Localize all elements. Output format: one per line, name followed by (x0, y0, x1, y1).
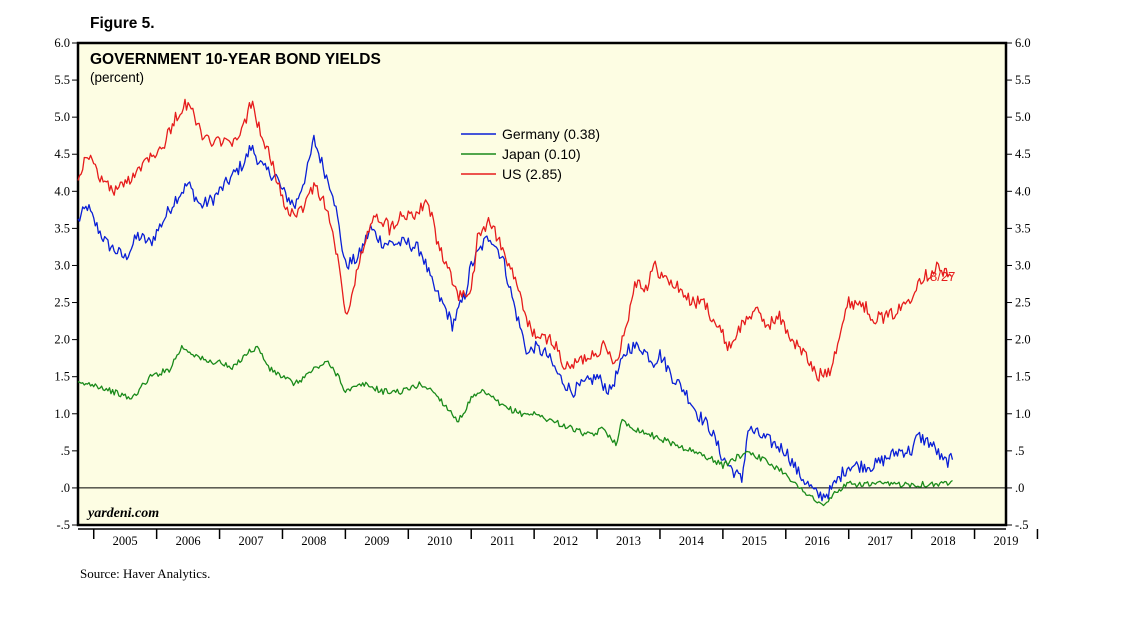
y-tick-label-left: 3.0 (54, 258, 70, 272)
figure-label: Figure 5. (90, 15, 155, 32)
legend-label-us: US (2.85) (502, 166, 562, 182)
watermark: yardeni.com (86, 506, 159, 521)
chart-title: GOVERNMENT 10-YEAR BOND YIELDS (90, 51, 381, 68)
y-tick-label-left: 5.0 (54, 110, 70, 124)
x-tick-label: 2014 (679, 534, 705, 548)
source-note: Source: Haver Analytics. (80, 566, 210, 581)
y-tick-label-right: 3.5 (1015, 221, 1031, 235)
x-axis: 2005 2006 2007 2008 2009 2010 2011 2012 2013 2014… (78, 528, 1039, 548)
y-tick-label-left: -.5 (56, 518, 70, 532)
y-tick-label-left: 2.5 (54, 296, 70, 310)
y-tick-label-right: .5 (1015, 444, 1024, 458)
y-tick-label-left: 5.5 (54, 73, 70, 87)
y-tick-label-right: 5.0 (1015, 110, 1031, 124)
y-tick-label-left: .5 (61, 444, 70, 458)
x-tick-label: 2009 (364, 534, 389, 548)
y-tick-label-right: .0 (1015, 481, 1024, 495)
y-tick-label-right: 1.5 (1015, 370, 1031, 384)
y-tick-label-left: 2.0 (54, 333, 70, 347)
x-tick-label: 2017 (868, 534, 893, 548)
x-tick-label: 2010 (427, 534, 452, 548)
end-date-label: 8/27 (930, 269, 955, 284)
legend-label-germany: Germany (0.38) (502, 126, 600, 142)
series-lines (77, 98, 954, 507)
y-axis-left: 6.0 5.5 5.0 4.5 4.0 3.5 3.0 2.5 2.0 1.5 1.0 .5 .0 -.5 (54, 36, 78, 532)
chart-subtitle: (percent) (90, 70, 144, 85)
y-tick-label-left: 1.0 (54, 407, 70, 421)
y-tick-label-right: 1.0 (1015, 407, 1031, 421)
x-tick-label: 2013 (616, 534, 641, 548)
y-tick-label-left: .0 (61, 481, 70, 495)
x-tick-label: 2019 (994, 534, 1019, 548)
y-tick-label-right: 6.0 (1015, 36, 1031, 50)
x-tick-label: 2018 (931, 534, 956, 548)
y-tick-label-right: -.5 (1015, 518, 1029, 532)
y-tick-label-right: 2.0 (1015, 333, 1031, 347)
y-tick-label-right: 3.0 (1015, 258, 1031, 272)
y-tick-label-left: 4.0 (54, 184, 70, 198)
x-tick-label: 2005 (113, 534, 138, 548)
y-tick-label-left: 4.5 (54, 147, 70, 161)
legend-label-japan: Japan (0.10) (502, 146, 581, 162)
series-line-japan (77, 344, 953, 507)
plot-area (76, 41, 1008, 527)
series-line-germany (77, 134, 954, 502)
y-tick-label-right: 5.5 (1015, 73, 1031, 87)
y-tick-label-right: 2.5 (1015, 296, 1031, 310)
y-tick-label-right: 4.5 (1015, 147, 1031, 161)
y-axis-right: 6.0 5.5 5.0 4.5 4.0 3.5 3.0 2.5 2.0 1.5 1.0 .5 .0 -.5 (1006, 36, 1031, 532)
legend: Germany (0.38) Japan (0.10) US (2.85) (461, 126, 600, 182)
y-tick-label-left: 6.0 (54, 36, 70, 50)
x-tick-label: 2008 (301, 534, 326, 548)
x-tick-label: 2015 (742, 534, 767, 548)
y-tick-label-right: 4.0 (1015, 184, 1031, 198)
series-line-us (77, 98, 953, 382)
x-tick-label: 2011 (490, 534, 515, 548)
x-tick-label: 2007 (239, 534, 264, 548)
x-tick-label: 2016 (805, 534, 830, 548)
y-tick-label-left: 3.5 (54, 221, 70, 235)
y-tick-label-left: 1.5 (54, 370, 70, 384)
x-tick-label: 2012 (553, 534, 578, 548)
x-tick-label: 2006 (176, 534, 201, 548)
